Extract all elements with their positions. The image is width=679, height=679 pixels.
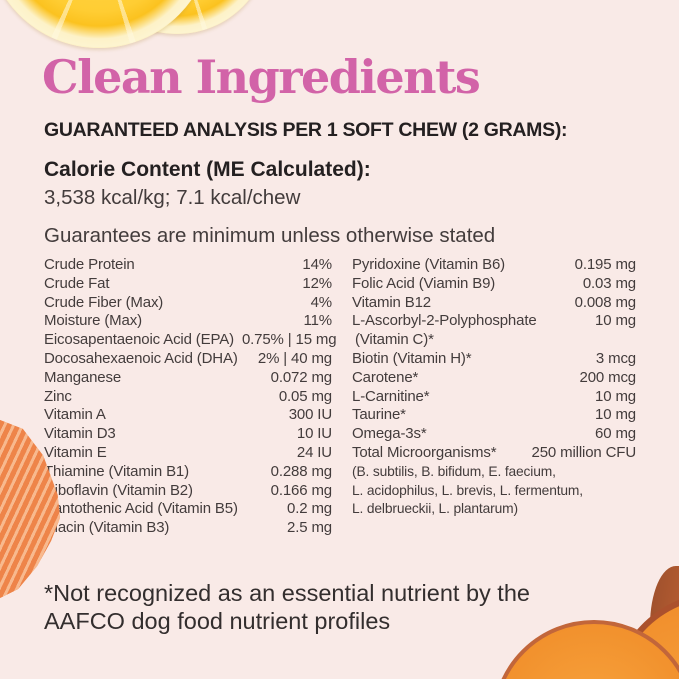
nutrient-label: Biotin (Vitamin H)*: [352, 349, 472, 367]
nutrient-value: 0.072 mg: [270, 368, 332, 386]
calorie-content-value: 3,538 kcal/kg; 7.1 kcal/chew: [44, 186, 301, 209]
nutrient-value: 2% | 40 mg: [257, 349, 332, 367]
nutrient-value: 0.03 mg: [582, 274, 636, 292]
table-row: (Vitamin C)*: [352, 331, 636, 350]
aafco-footnote: *Not recognized as an essential nutrient…: [44, 579, 584, 635]
table-row: Vitamin D3 10 IU: [44, 425, 332, 444]
table-row: Eicosapentaenoic Acid (EPA) 0.75% | 15 m…: [44, 331, 337, 350]
guaranteed-analysis-table: Crude Protein 14% Crude Fat 12% Crude Fi…: [44, 256, 636, 538]
nutrient-label: L. delbrueckii, L. plantarum): [352, 501, 518, 517]
table-row: Biotin (Vitamin H)* 3 mcg: [352, 350, 636, 369]
nutrient-label: (Vitamin C)*: [355, 331, 434, 349]
footnote-line-2: AAFCO dog food nutrient profiles: [44, 608, 391, 634]
table-row: Manganese 0.072 mg: [44, 369, 332, 388]
nutrient-label: Pantothenic Acid (Vitamin B5): [44, 500, 238, 518]
nutrient-label: Vitamin D3: [44, 425, 116, 443]
nutrient-label: Carotene*: [352, 368, 419, 386]
table-row: Crude Protein 14%: [44, 256, 332, 275]
nutrient-value: 0.05 mg: [278, 387, 332, 405]
table-row: Thiamine (Vitamin B1) 0.288 mg: [44, 463, 332, 482]
table-row: Pantothenic Acid (Vitamin B5) 0.2 mg: [44, 500, 332, 519]
table-row: Total Microorganisms* 250 million CFU: [352, 444, 636, 463]
nutrient-label: Crude Fat: [44, 274, 110, 292]
table-row: Docosahexaenoic Acid (DHA) 2% | 40 mg: [44, 350, 332, 369]
page-title: Clean Ingredients: [42, 50, 481, 104]
nutrient-value: 60 mg: [595, 425, 636, 443]
table-row: L-Carnitine* 10 mg: [352, 388, 636, 407]
nutrient-value: 10 IU: [296, 425, 332, 443]
nutrient-label: Zinc: [44, 387, 72, 405]
nutrient-value: 2.5 mg: [287, 519, 332, 537]
table-row: Omega-3s* 60 mg: [352, 425, 636, 444]
guarantee-note: Guarantees are minimum unless otherwise …: [44, 224, 496, 247]
nutrient-label: Taurine*: [352, 406, 406, 424]
nutrient-value: 250 million CFU: [531, 443, 637, 461]
table-row: L-Ascorbyl-2-Polyphosphate 10 mg: [352, 312, 636, 331]
nutrient-label: Crude Fiber (Max): [44, 293, 164, 311]
analysis-column-left: Crude Protein 14% Crude Fat 12% Crude Fi…: [44, 256, 337, 538]
table-row: Vitamin A 300 IU: [44, 406, 332, 425]
nutrient-value: 24 IU: [296, 443, 332, 461]
nutrient-label: L-Carnitine*: [352, 387, 430, 405]
nutrient-value: 10 mg: [595, 406, 636, 424]
nutrient-value: 300 IU: [288, 406, 332, 424]
table-row: Folic Acid (Viamin B9) 0.03 mg: [352, 275, 636, 294]
table-row: Vitamin B12 0.008 mg: [352, 294, 636, 313]
table-row: Riboflavin (Vitamin B2) 0.166 mg: [44, 482, 332, 501]
nutrient-label: (B. subtilis, B. bifidum, E. faecium,: [352, 463, 556, 479]
nutrient-value: 10 mg: [595, 387, 636, 405]
nutrient-label: Total Microorganisms*: [352, 443, 497, 461]
nutrient-label: Manganese: [44, 368, 122, 386]
nutrient-label: L-Ascorbyl-2-Polyphosphate: [352, 312, 537, 330]
nutrient-value: 4%: [310, 293, 333, 311]
table-row: Zinc 0.05 mg: [44, 388, 332, 407]
table-row: Crude Fiber (Max) 4%: [44, 294, 332, 313]
table-row: Crude Fat 12%: [44, 275, 332, 294]
nutrient-value: 0.288 mg: [270, 462, 332, 480]
table-row: (B. subtilis, B. bifidum, E. faecium,: [352, 463, 636, 482]
table-row: Carotene* 200 mcg: [352, 369, 636, 388]
nutrient-label: Omega-3s*: [352, 425, 427, 443]
nutrient-label: Vitamin B12: [352, 293, 431, 311]
nutrient-value: 0.195 mg: [574, 256, 636, 273]
table-row: Niacin (Vitamin B3) 2.5 mg: [44, 519, 332, 538]
table-row: L. delbrueckii, L. plantarum): [352, 500, 636, 519]
nutrient-value: 3 mcg: [595, 349, 636, 367]
guaranteed-analysis-heading: GUARANTEED ANALYSIS PER 1 SOFT CHEW (2 G…: [44, 119, 568, 141]
analysis-column-right: Pyridoxine (Vitamin B6) 0.195 mg Folic A…: [352, 256, 636, 538]
calorie-content-heading: Calorie Content (ME Calculated):: [44, 158, 371, 181]
nutrient-value: 11%: [303, 312, 333, 330]
nutrient-label: Thiamine (Vitamin B1): [44, 462, 189, 480]
nutrient-label: Crude Protein: [44, 256, 135, 273]
nutrient-label: Pyridoxine (Vitamin B6): [352, 256, 506, 273]
nutrient-value: 12%: [302, 274, 332, 292]
nutrient-value: 0.008 mg: [574, 293, 636, 311]
nutrient-label: Niacin (Vitamin B3): [44, 519, 170, 537]
table-row: L. acidophilus, L. brevis, L. fermentum,: [352, 482, 636, 501]
nutrient-label: Riboflavin (Vitamin B2): [44, 481, 193, 499]
nutrient-value: 0.2 mg: [287, 500, 332, 518]
nutrient-value: 0.75% | 15 mg: [241, 331, 337, 349]
nutrient-label: Moisture (Max): [44, 312, 142, 330]
nutrient-value: 0.166 mg: [270, 481, 332, 499]
table-row: Vitamin E 24 IU: [44, 444, 332, 463]
nutrient-value: 14%: [302, 256, 332, 273]
nutrient-label: Docosahexaenoic Acid (DHA): [44, 349, 238, 367]
nutrient-label: Folic Acid (Viamin B9): [352, 274, 496, 292]
table-row: Pyridoxine (Vitamin B6) 0.195 mg: [352, 256, 636, 275]
nutrient-value: 200 mcg: [579, 368, 637, 386]
table-row: Moisture (Max) 11%: [44, 312, 332, 331]
table-row: Taurine* 10 mg: [352, 406, 636, 425]
nutrient-label: Vitamin A: [44, 406, 106, 424]
nutrient-value: 10 mg: [595, 312, 636, 330]
nutrient-label: Vitamin E: [44, 443, 107, 461]
footnote-line-1: *Not recognized as an essential nutrient…: [44, 580, 530, 606]
nutrient-label: L. acidophilus, L. brevis, L. fermentum,: [352, 482, 583, 498]
nutrient-label: Eicosapentaenoic Acid (EPA): [44, 331, 234, 349]
